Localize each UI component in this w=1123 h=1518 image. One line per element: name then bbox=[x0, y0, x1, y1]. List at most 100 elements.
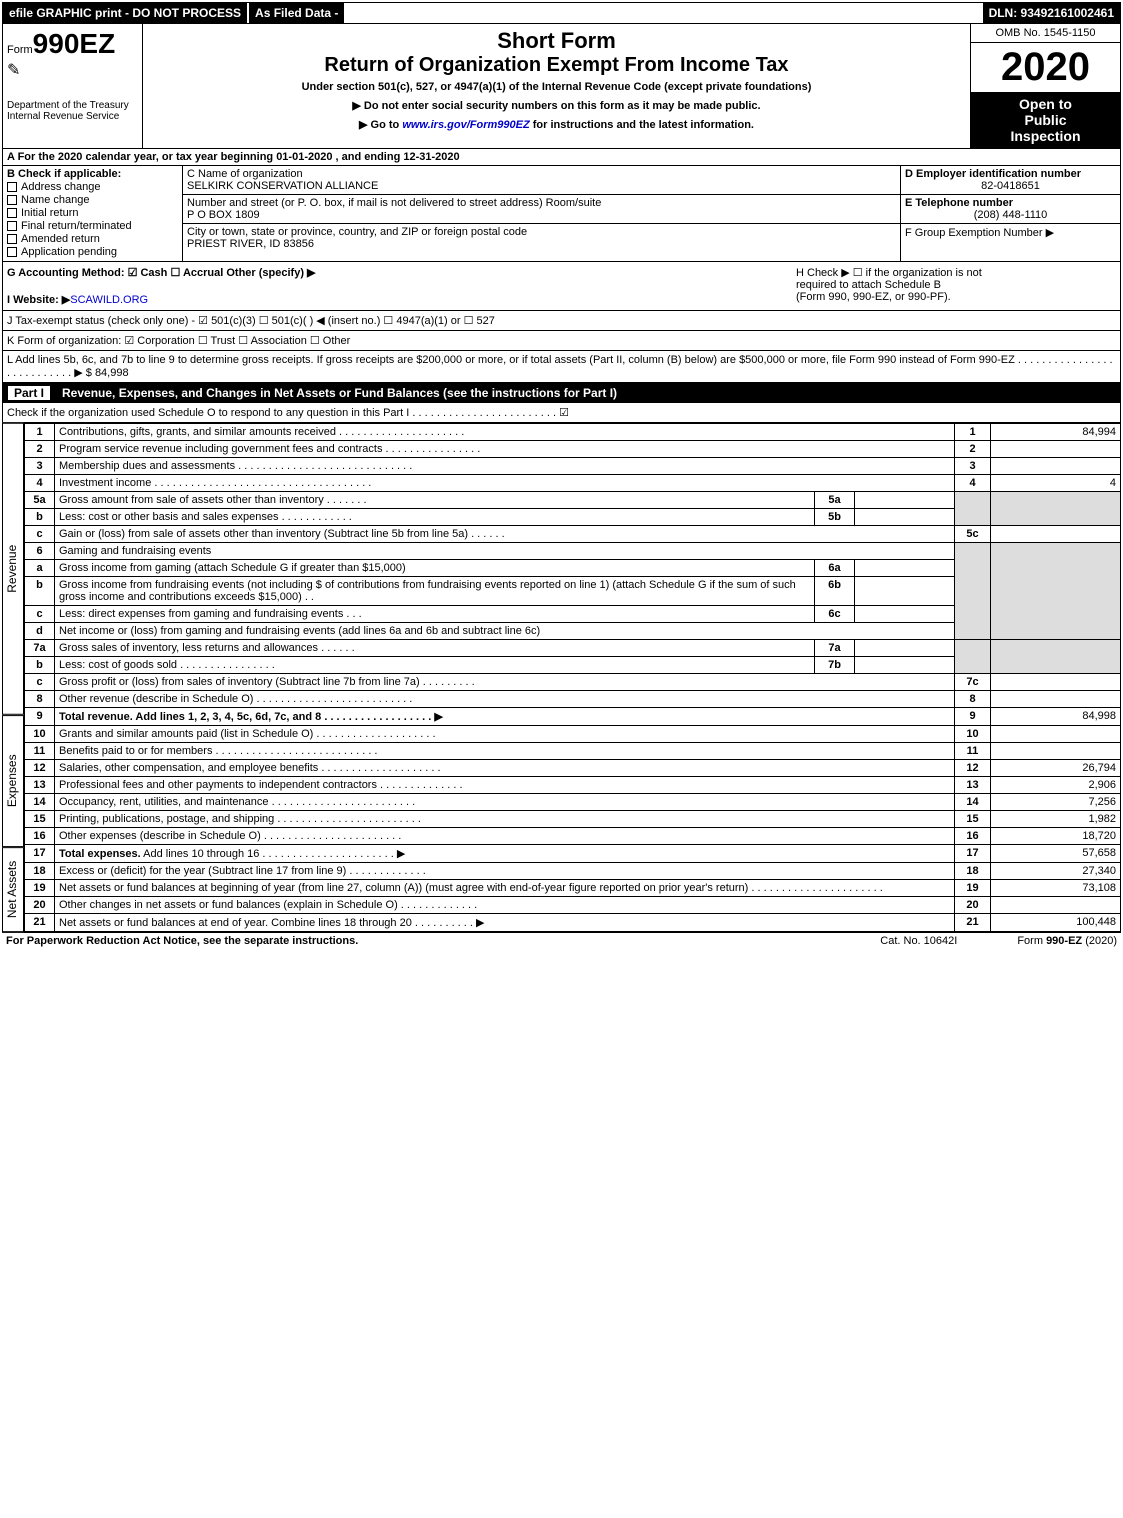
line-num: 16 bbox=[25, 828, 55, 845]
g-text: G Accounting Method: ☑ Cash ☐ Accrual Ot… bbox=[7, 266, 796, 279]
sub-ref: 7b bbox=[815, 657, 855, 674]
website-link[interactable]: SCAWILD.ORG bbox=[70, 294, 148, 306]
line-val bbox=[991, 526, 1121, 543]
check-label: Application pending bbox=[21, 246, 117, 258]
line-desc: Other changes in net assets or fund bala… bbox=[55, 897, 955, 914]
line-desc: Net income or (loss) from gaming and fun… bbox=[55, 623, 955, 640]
shade bbox=[991, 640, 1121, 674]
shade bbox=[991, 543, 1121, 640]
line-num: b bbox=[25, 577, 55, 606]
line-ref: 4 bbox=[955, 475, 991, 492]
sub-val bbox=[855, 577, 955, 606]
irs-link[interactable]: www.irs.gov/Form990EZ bbox=[402, 119, 529, 131]
line-2: 2Program service revenue including gover… bbox=[25, 441, 1121, 458]
header-center: Short Form Return of Organization Exempt… bbox=[143, 24, 970, 148]
line-val: 84,998 bbox=[991, 708, 1121, 726]
header-left: Form990EZ ✎ Department of the Treasury I… bbox=[3, 24, 143, 148]
topbar-asfiled: As Filed Data - bbox=[247, 3, 344, 23]
box-c: C Name of organization SELKIRK CONSERVAT… bbox=[183, 166, 900, 261]
checkbox-icon bbox=[7, 234, 17, 244]
sub-val bbox=[855, 509, 955, 526]
line-ref: 14 bbox=[955, 794, 991, 811]
line-val: 2,906 bbox=[991, 777, 1121, 794]
shade bbox=[991, 492, 1121, 526]
group-exempt-block: F Group Exemption Number ▶ bbox=[901, 224, 1120, 241]
row-gh: G Accounting Method: ☑ Cash ☐ Accrual Ot… bbox=[2, 262, 1121, 311]
checkbox-icon bbox=[7, 247, 17, 257]
part-i-header: Part I Revenue, Expenses, and Changes in… bbox=[2, 383, 1121, 403]
line-val bbox=[991, 743, 1121, 760]
org-name-block: C Name of organization SELKIRK CONSERVAT… bbox=[183, 166, 900, 195]
sub-ref: 5a bbox=[815, 492, 855, 509]
row-a-calendar-year: A For the 2020 calendar year, or tax yea… bbox=[2, 149, 1121, 166]
row-k-form-org: K Form of organization: ☑ Corporation ☐ … bbox=[2, 331, 1121, 351]
row-l-gross-receipts: L Add lines 5b, 6c, and 7b to line 9 to … bbox=[2, 351, 1121, 383]
line-val bbox=[991, 897, 1121, 914]
line-num: 9 bbox=[25, 708, 55, 726]
check-amended-return[interactable]: Amended return bbox=[7, 233, 178, 245]
topbar-dln: DLN: 93492161002461 bbox=[983, 3, 1120, 23]
line-num: 21 bbox=[25, 914, 55, 932]
ein-block: D Employer identification number 82-0418… bbox=[901, 166, 1120, 195]
i-label: I Website: ▶ bbox=[7, 294, 70, 306]
line-num: 13 bbox=[25, 777, 55, 794]
tax-year: 2020 bbox=[971, 43, 1120, 92]
check-application-pending[interactable]: Application pending bbox=[7, 246, 178, 258]
line-14: 14Occupancy, rent, utilities, and mainte… bbox=[25, 794, 1121, 811]
line-num: c bbox=[25, 674, 55, 691]
line-num: c bbox=[25, 606, 55, 623]
row-i: I Website: ▶SCAWILD.ORG bbox=[7, 293, 796, 306]
header-right: OMB No. 1545-1150 2020 Open to Public In… bbox=[970, 24, 1120, 148]
short-form-title: Short Form bbox=[151, 28, 962, 54]
main-table-grid: Revenue Expenses Net Assets 1Contributio… bbox=[2, 423, 1121, 932]
line-num: 8 bbox=[25, 691, 55, 708]
line-val: 7,256 bbox=[991, 794, 1121, 811]
line-9: 9Total revenue. Add lines 1, 2, 3, 4, 5c… bbox=[25, 708, 1121, 726]
addr-block: Number and street (or P. O. box, if mail… bbox=[183, 195, 900, 224]
sub-ref: 6c bbox=[815, 606, 855, 623]
f-label: F Group Exemption Number ▶ bbox=[905, 226, 1116, 239]
topbar-efile: efile GRAPHIC print - DO NOT PROCESS bbox=[3, 3, 247, 23]
line-ref: 18 bbox=[955, 863, 991, 880]
line-desc: Less: cost or other basis and sales expe… bbox=[55, 509, 815, 526]
line-desc: Gross income from gaming (attach Schedul… bbox=[55, 560, 815, 577]
form-number: Form990EZ bbox=[7, 28, 138, 60]
check-final-return[interactable]: Final return/terminated bbox=[7, 220, 178, 232]
sub-val bbox=[855, 560, 955, 577]
check-initial-return[interactable]: Initial return bbox=[7, 207, 178, 219]
efile-icon: ✎ bbox=[7, 60, 138, 80]
line-17: 17Total expenses. Add lines 10 through 1… bbox=[25, 845, 1121, 863]
line-7c: cGross profit or (loss) from sales of in… bbox=[25, 674, 1121, 691]
check-label: Amended return bbox=[21, 233, 100, 245]
line-desc: Total expenses. Add lines 10 through 16 … bbox=[55, 845, 955, 863]
line-num: 17 bbox=[25, 845, 55, 863]
table-content: 1Contributions, gifts, grants, and simil… bbox=[24, 423, 1121, 932]
h-line3: (Form 990, 990-EZ, or 990-PF). bbox=[796, 291, 1116, 303]
line-ref: 21 bbox=[955, 914, 991, 932]
check-address-change[interactable]: Address change bbox=[7, 181, 178, 193]
line-num: c bbox=[25, 526, 55, 543]
line-ref: 11 bbox=[955, 743, 991, 760]
check-name-change[interactable]: Name change bbox=[7, 194, 178, 206]
open-to: Open to bbox=[1019, 96, 1072, 112]
line-num: 11 bbox=[25, 743, 55, 760]
line-desc: Other revenue (describe in Schedule O) .… bbox=[55, 691, 955, 708]
line-11: 11Benefits paid to or for members . . . … bbox=[25, 743, 1121, 760]
line-desc: Salaries, other compensation, and employ… bbox=[55, 760, 955, 777]
line-6: 6Gaming and fundraising events bbox=[25, 543, 1121, 560]
netassets-label: Net Assets bbox=[2, 847, 24, 932]
line-ref: 5c bbox=[955, 526, 991, 543]
line-val bbox=[991, 691, 1121, 708]
line-num: 6 bbox=[25, 543, 55, 560]
line-8: 8Other revenue (describe in Schedule O) … bbox=[25, 691, 1121, 708]
part-i-title-text: Revenue, Expenses, and Changes in Net As… bbox=[62, 386, 617, 400]
line-desc: Gross amount from sale of assets other t… bbox=[55, 492, 815, 509]
line-15: 15Printing, publications, postage, and s… bbox=[25, 811, 1121, 828]
addr-label: Number and street (or P. O. box, if mail… bbox=[187, 197, 896, 209]
e-label: E Telephone number bbox=[905, 197, 1116, 209]
city-label: City or town, state or province, country… bbox=[187, 226, 896, 238]
d-label: D Employer identification number bbox=[905, 168, 1116, 180]
line-desc: Less: cost of goods sold . . . . . . . .… bbox=[55, 657, 815, 674]
line-desc: Gain or (loss) from sale of assets other… bbox=[55, 526, 955, 543]
sub-val bbox=[855, 657, 955, 674]
